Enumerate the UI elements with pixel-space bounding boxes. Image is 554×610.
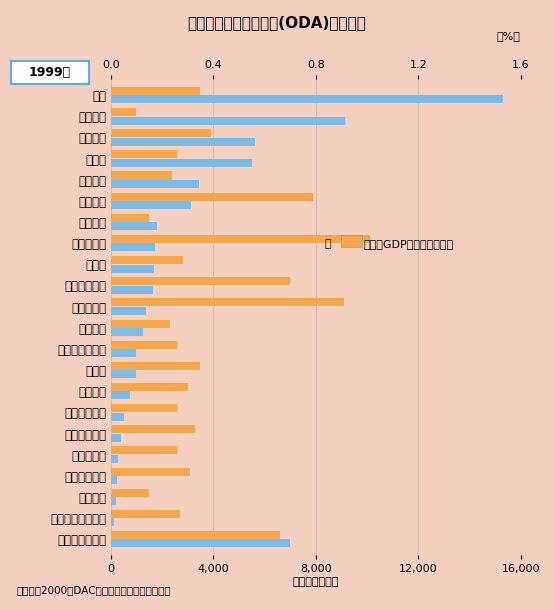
Bar xyxy=(111,277,290,285)
Text: （%）: （%） xyxy=(497,31,521,41)
Bar xyxy=(111,235,370,243)
Bar xyxy=(111,370,136,378)
Text: 1999年: 1999年 xyxy=(29,66,71,79)
Bar xyxy=(111,455,118,463)
Bar xyxy=(111,434,121,442)
Bar xyxy=(111,489,149,497)
Text: （: （ xyxy=(324,239,331,249)
Bar xyxy=(111,510,180,518)
Bar xyxy=(111,307,146,315)
Bar xyxy=(111,404,177,412)
Bar xyxy=(111,383,188,391)
Bar xyxy=(111,349,136,357)
Bar xyxy=(111,412,124,421)
Bar xyxy=(111,201,191,209)
Bar xyxy=(111,265,155,273)
Bar xyxy=(111,320,170,328)
Bar xyxy=(111,95,504,104)
Bar xyxy=(111,531,280,539)
Bar xyxy=(111,362,201,370)
Bar xyxy=(111,214,149,222)
Bar xyxy=(111,285,152,294)
Bar xyxy=(111,539,290,548)
Bar xyxy=(111,117,345,124)
Text: は各国GDPに占める割合）: は各国GDPに占める割合） xyxy=(364,239,454,249)
Bar xyxy=(111,108,136,116)
Bar xyxy=(111,328,143,336)
Bar xyxy=(111,447,177,454)
Bar xyxy=(111,425,196,433)
Bar xyxy=(111,340,177,349)
Bar xyxy=(111,193,313,201)
Bar xyxy=(111,159,252,167)
Bar xyxy=(111,150,177,159)
Bar xyxy=(111,129,211,137)
Bar xyxy=(111,256,183,264)
Bar xyxy=(111,298,344,306)
Text: 主要国の政府開発援助(ODA)支出総額: 主要国の政府開発援助(ODA)支出総額 xyxy=(188,15,366,30)
Bar xyxy=(111,180,198,188)
Bar xyxy=(111,476,117,484)
Bar xyxy=(111,392,130,400)
Bar xyxy=(111,87,201,95)
Bar xyxy=(111,518,114,526)
Bar xyxy=(111,243,155,251)
Bar xyxy=(111,467,190,476)
Bar xyxy=(111,171,172,179)
Bar xyxy=(111,138,255,146)
X-axis label: （百万米ドル）: （百万米ドル） xyxy=(293,577,339,587)
Bar xyxy=(111,497,116,505)
Bar xyxy=(111,222,157,231)
Text: 資料：『2000年DAC議長報告』より環境省作成: 資料：『2000年DAC議長報告』より環境省作成 xyxy=(17,585,171,595)
